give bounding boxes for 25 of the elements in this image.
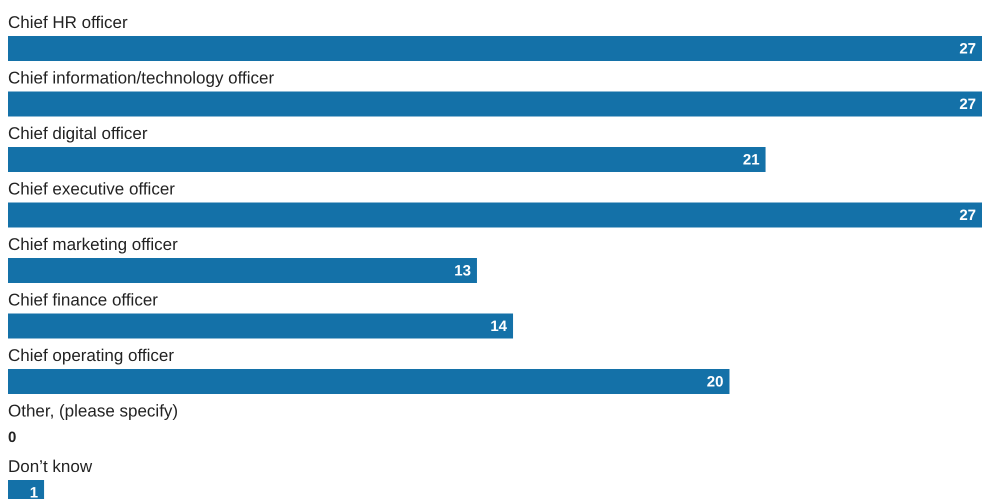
data-label: 13	[454, 262, 471, 280]
bar	[8, 92, 982, 116]
bar	[8, 147, 766, 172]
data-label: 27	[959, 207, 976, 224]
bar	[8, 369, 730, 394]
y-tick-label: Chief digital officer	[8, 124, 148, 143]
y-tick-label: Other, (please specify)	[8, 402, 178, 420]
data-label: 0	[8, 429, 16, 446]
data-label: 20	[706, 374, 724, 390]
y-tick-label: Don’t know	[8, 457, 93, 476]
y-tick-label: Chief marketing officer	[8, 235, 178, 254]
data-label: 14	[490, 318, 508, 335]
y-tick-label: Chief executive officer	[8, 180, 176, 198]
y-tick-label: Chief HR officer	[8, 13, 128, 32]
y-tick-label: Chief operating officer	[8, 346, 174, 365]
y-tick-label: Chief information/technology officer	[8, 68, 275, 88]
data-label: 27	[959, 40, 976, 58]
bar	[8, 202, 982, 228]
bar	[8, 258, 477, 283]
y-tick-label: Chief finance officer	[8, 290, 158, 310]
bar	[8, 314, 514, 338]
data-label: 27	[959, 96, 976, 113]
data-label: 1	[30, 484, 38, 499]
bar	[8, 36, 982, 61]
data-label: 21	[742, 152, 760, 168]
